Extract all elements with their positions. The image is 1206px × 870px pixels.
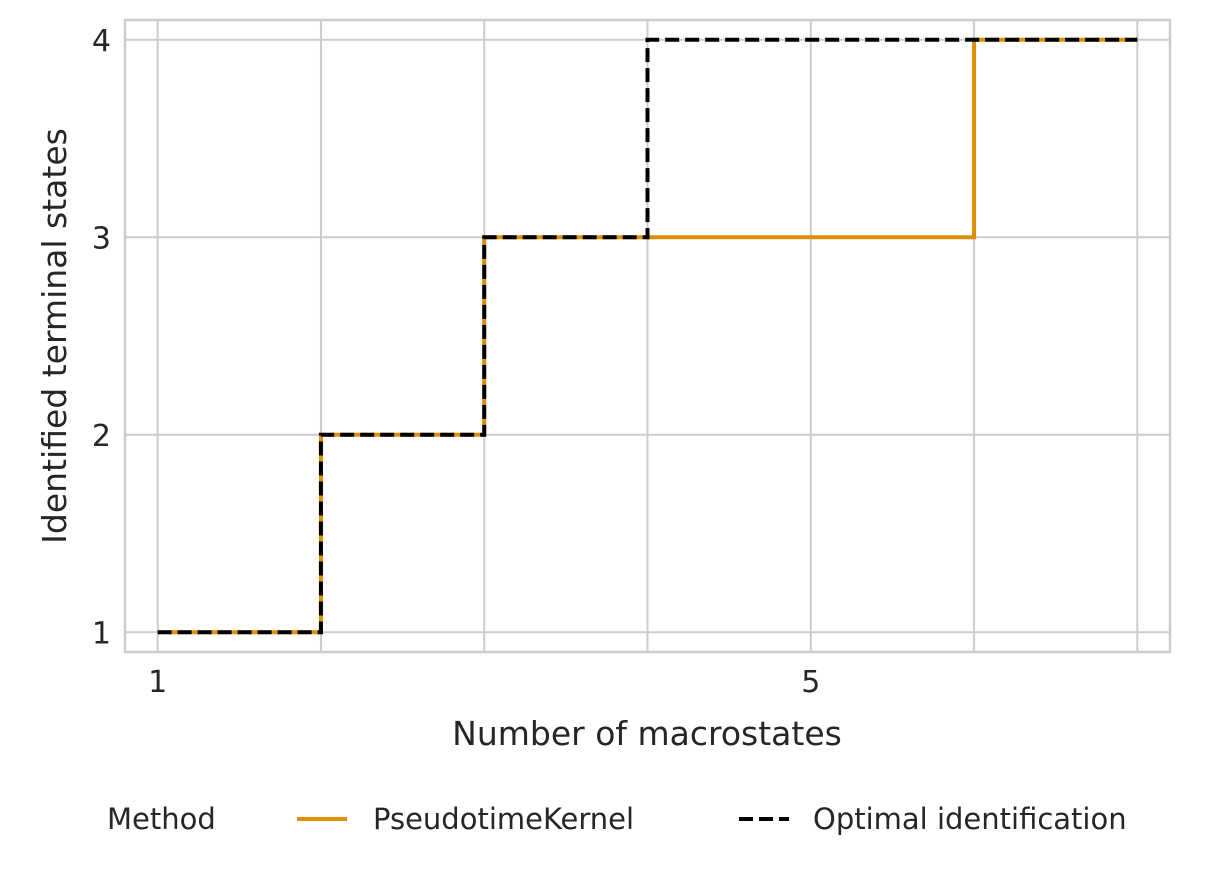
y-tick-label: 1 — [92, 616, 111, 651]
legend-title: Method — [107, 802, 216, 836]
series-line-optimal-identification — [157, 37, 1138, 635]
legend: Method PseudotimeKernel Optimal identifi… — [107, 802, 1127, 836]
x-axis-label: Number of macrostates — [452, 714, 842, 753]
x-tick-label: 5 — [801, 665, 820, 700]
y-tick-label: 3 — [92, 221, 111, 256]
y-axis-label: Identified terminal states — [35, 128, 74, 544]
series-layer — [157, 37, 1138, 635]
plot-frame — [123, 18, 1172, 654]
legend-label-pseudotimekernel: PseudotimeKernel — [373, 802, 634, 836]
y-tick-label: 4 — [92, 24, 111, 59]
tick-labels: 1 5 1 2 3 4 — [92, 24, 820, 700]
y-tick-label: 2 — [92, 419, 111, 454]
legend-label-optimal-identification: Optimal identification — [813, 802, 1127, 836]
x-tick-label: 1 — [148, 665, 167, 700]
